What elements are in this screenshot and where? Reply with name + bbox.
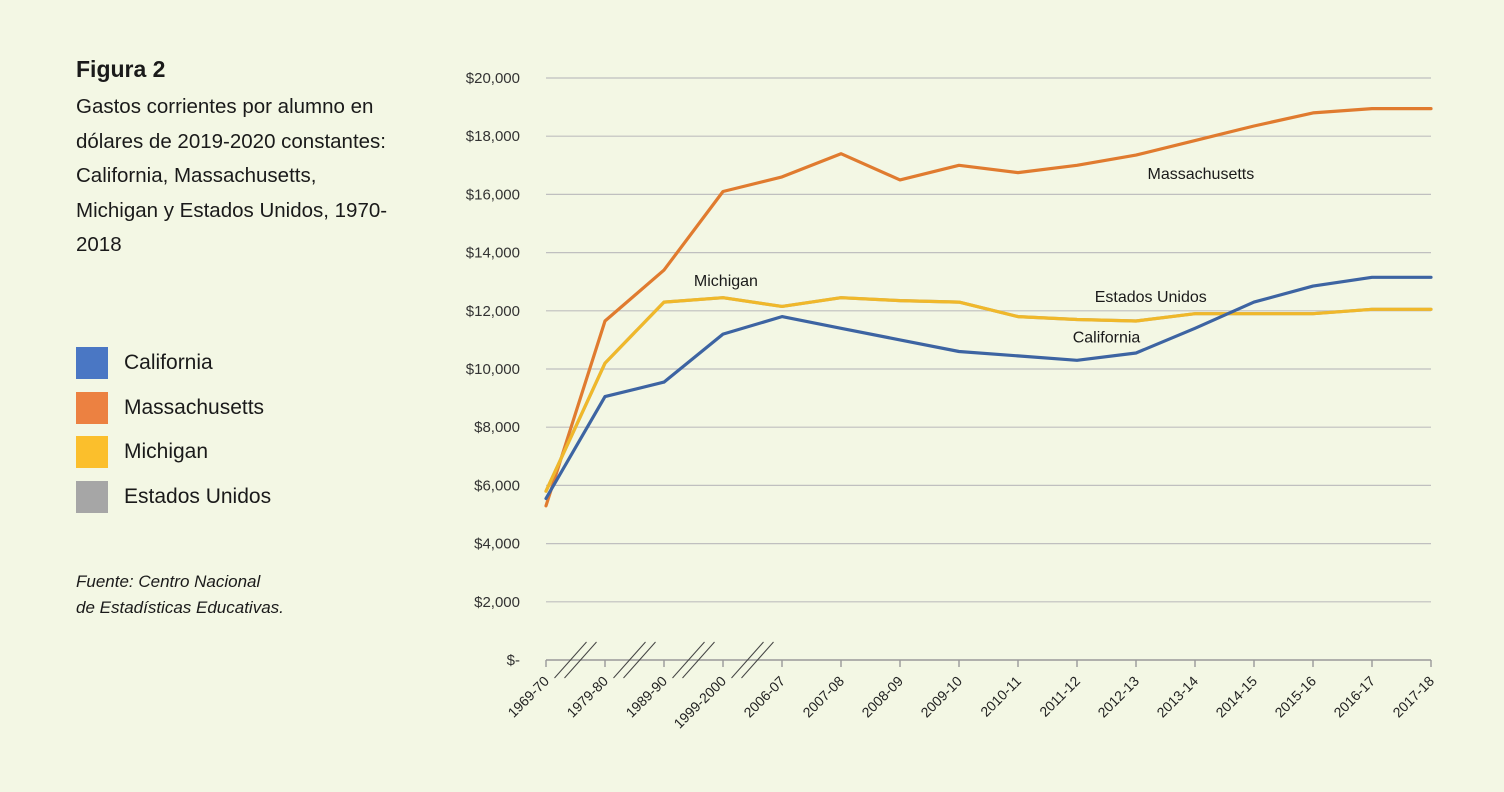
- x-tick-label: 2014-15: [1212, 673, 1260, 721]
- y-axis-ticks: $- $2,000 $4,000 $6,000 $8,000 $10,000 $12,000…: [466, 70, 520, 669]
- series-label-massachusetts: Massachusetts: [1148, 166, 1255, 183]
- series-line-estados-unidos: [544, 296, 1433, 493]
- y-tick-label: $6,000: [474, 477, 520, 494]
- series-annotations: Massachusetts Michigan Estados Unidos Calif…: [694, 166, 1254, 347]
- y-tick-label: $14,000: [466, 245, 520, 262]
- legend-item-estados-unidos: Estados Unidos: [76, 480, 271, 514]
- source-note: Fuente: Centro Nacional de Estadísticas …: [76, 569, 284, 621]
- series-lines: [544, 106, 1433, 508]
- series-label-california: California: [1073, 330, 1141, 347]
- figure-label: Figura 2: [76, 56, 166, 82]
- figure-description: Gastos corrientes por alumno en dólares …: [76, 95, 388, 256]
- y-tick-label: $18,000: [466, 128, 520, 145]
- legend-label-massachusetts: Massachusetts: [124, 395, 265, 419]
- source-line-2: de Estadísticas Educativas.: [76, 598, 284, 617]
- x-tick-label: 2015-16: [1271, 673, 1319, 721]
- legend-label-estados-unidos: Estados Unidos: [124, 484, 272, 508]
- legend: California Massachusetts Michigan Estado…: [76, 346, 271, 524]
- x-tick-label: 1969-70: [504, 673, 552, 721]
- x-tick-label: 2017-18: [1389, 673, 1437, 721]
- x-tick-label: 1999-2000: [670, 673, 729, 732]
- x-tick-label: 1989-90: [622, 673, 670, 721]
- y-tick-label: $4,000: [474, 536, 520, 553]
- x-tick-label: 2009-10: [917, 673, 965, 721]
- legend-label-california: California: [124, 351, 213, 374]
- y-tick-label: $8,000: [474, 419, 520, 436]
- legend-item-california: California: [76, 346, 271, 380]
- source-line-1: Fuente: Centro Nacional: [76, 572, 261, 591]
- series-label-michigan: Michigan: [694, 273, 758, 290]
- axis-break-mark: [731, 641, 764, 679]
- y-tick-label: $-: [507, 652, 520, 669]
- x-tick-label: 2011-12: [1036, 673, 1083, 720]
- x-tick-label: 1979-80: [563, 673, 611, 721]
- x-tick-label: 2008-09: [858, 673, 906, 721]
- axis-break-mark: [564, 641, 597, 679]
- legend-swatch-michigan: [76, 436, 108, 468]
- series-line-massachusetts: [544, 106, 1433, 508]
- x-tick-label: 2007-08: [799, 673, 847, 721]
- y-tick-label: $2,000: [474, 594, 520, 611]
- x-tick-label: 2012-13: [1094, 673, 1142, 721]
- series-line-california: [544, 275, 1433, 501]
- series-line-michigan: [544, 296, 1433, 493]
- legend-item-massachusetts: Massachusetts: [76, 391, 271, 425]
- x-tick-label: 2010-11: [977, 673, 1024, 720]
- y-tick-label: $10,000: [466, 361, 520, 378]
- grid-lines: [546, 77, 1431, 661]
- series-label-estados-unidos: Estados Unidos: [1095, 289, 1207, 306]
- y-tick-label: $20,000: [466, 70, 520, 87]
- y-tick-label: $16,000: [466, 186, 520, 203]
- y-tick-label: $12,000: [466, 303, 520, 320]
- legend-swatch-massachusetts: [76, 391, 108, 424]
- axis-break-mark: [672, 641, 705, 679]
- axis-break-mark: [741, 641, 774, 679]
- axis-break-mark: [623, 641, 656, 679]
- x-tick-label: 2006-07: [740, 673, 788, 721]
- x-tick-label: 2013-14: [1153, 673, 1201, 721]
- x-tick-label: 2016-17: [1330, 673, 1378, 721]
- x-axis: 1969-70 1979-80 1989-90 1999-2000 2006-07 200…: [504, 641, 1437, 732]
- legend-label-michigan: Michigan: [124, 440, 209, 463]
- legend-item-michigan: Michigan: [76, 435, 271, 469]
- legend-swatch-california: [76, 347, 108, 379]
- axis-break-mark: [682, 641, 715, 679]
- axis-break-mark: [613, 641, 646, 679]
- axis-break-mark: [554, 641, 587, 679]
- figure-caption: Figura 2 Gastos corrientes por alumno en…: [76, 54, 396, 263]
- legend-swatch-estados-unidos: [76, 480, 108, 513]
